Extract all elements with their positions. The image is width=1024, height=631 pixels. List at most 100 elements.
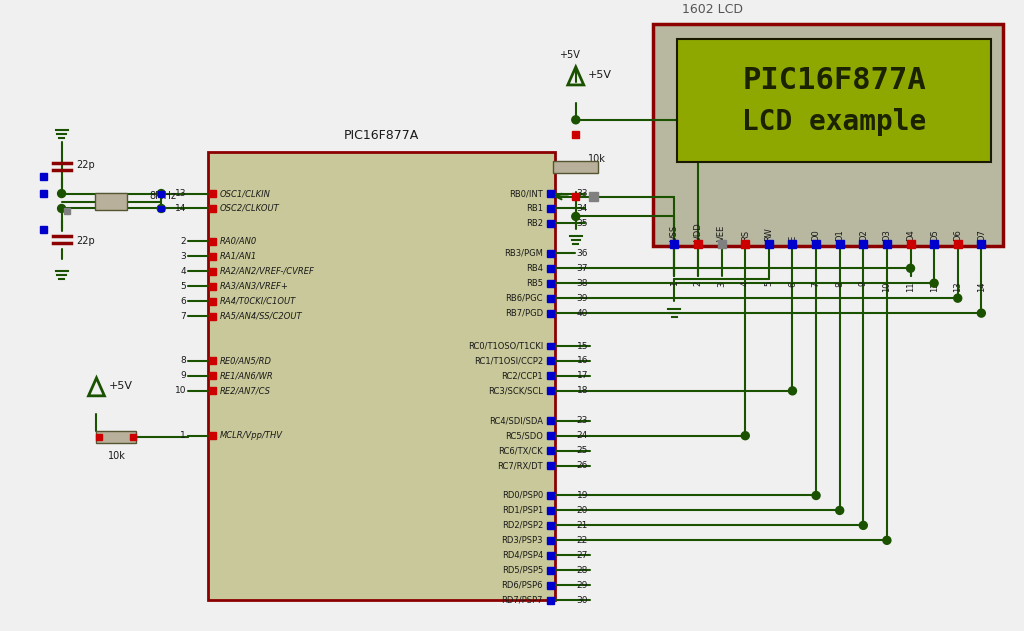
Bar [548,190,554,197]
Text: 1: 1 [670,281,679,286]
Text: D4: D4 [906,230,915,242]
Text: RS: RS [740,230,750,242]
Text: 13: 13 [953,281,963,292]
Bar [209,190,215,197]
Bar [548,537,554,544]
Bar [953,240,962,249]
Text: RD2/PSP2: RD2/PSP2 [502,521,543,530]
Text: 26: 26 [577,461,588,470]
Text: RB6/PGC: RB6/PGC [506,293,543,303]
Text: RE2/AN7/CS: RE2/AN7/CS [220,386,271,396]
Text: D3: D3 [883,230,892,242]
Text: RA4/T0CKI/C1OUT: RA4/T0CKI/C1OUT [220,297,296,305]
Bar [40,190,47,197]
Bar [96,433,102,440]
Text: RC0/T1OSO/T1CKI: RC0/T1OSO/T1CKI [468,341,543,350]
Bar [209,372,215,379]
Text: 29: 29 [577,581,588,589]
Text: 14: 14 [977,281,986,292]
Text: VEE: VEE [717,225,726,242]
Text: 22: 22 [577,536,588,545]
Text: 10k: 10k [588,154,605,163]
Bar [548,343,554,350]
Text: RW: RW [764,228,773,242]
Text: RB4: RB4 [526,264,543,273]
Text: RC5/SDO: RC5/SDO [505,431,543,440]
Text: RD0/PSP0: RD0/PSP0 [502,491,543,500]
Text: 25: 25 [577,446,588,455]
Bar [95,192,127,211]
Text: 6: 6 [788,281,797,286]
Bar [548,250,554,257]
Bar [548,372,554,379]
Bar [209,298,215,305]
Text: 34: 34 [577,204,588,213]
Bar [548,551,554,559]
Bar [741,240,750,249]
Bar [788,240,797,249]
Circle shape [571,116,580,124]
Bar [548,492,554,499]
Bar [836,240,844,249]
Text: RD1/PSP1: RD1/PSP1 [502,506,543,515]
Bar [159,191,164,196]
Bar [548,265,554,272]
Bar [130,433,136,440]
Text: RA2/AN2/VREF-/CVREF: RA2/AN2/VREF-/CVREF [220,267,315,276]
Text: 22p: 22p [77,237,95,246]
Bar [159,206,164,211]
Text: RC2/CCP1: RC2/CCP1 [502,372,543,380]
Text: 30: 30 [577,596,588,604]
Text: 1602 LCD: 1602 LCD [682,3,743,16]
Text: 10: 10 [883,281,892,292]
Bar [548,567,554,574]
Text: 16: 16 [577,357,588,365]
Text: VDD: VDD [693,223,702,242]
Bar [548,522,554,529]
Text: 19: 19 [577,491,588,500]
Bar [548,387,554,394]
Circle shape [859,521,867,529]
Bar [671,240,679,249]
Circle shape [741,432,750,440]
Bar [859,240,867,249]
Text: RC1/T1OSI/CCP2: RC1/T1OSI/CCP2 [474,357,543,365]
Text: 35: 35 [577,219,588,228]
Text: 4: 4 [180,267,186,276]
Text: RD5/PSP5: RD5/PSP5 [502,566,543,575]
Bar [548,417,554,424]
Text: RD7/PSP7: RD7/PSP7 [502,596,543,604]
Text: RD3/PSP3: RD3/PSP3 [502,536,543,545]
Bar [40,226,47,233]
Text: 12: 12 [930,281,939,292]
Text: 6: 6 [180,297,186,305]
Text: 10: 10 [175,386,186,396]
Text: RC3/SCK/SCL: RC3/SCK/SCL [488,386,543,396]
Text: OSC2/CLKOUT: OSC2/CLKOUT [220,204,280,213]
Text: PIC16F877A: PIC16F877A [742,66,927,95]
Text: RD6/PSP6: RD6/PSP6 [502,581,543,589]
Circle shape [836,507,844,514]
Text: RA5/AN4/SS/C2OUT: RA5/AN4/SS/C2OUT [220,312,303,321]
Bar [209,312,215,319]
Text: D5: D5 [930,230,939,242]
Text: 2: 2 [180,237,186,246]
Text: RB0/INT: RB0/INT [509,189,543,198]
Bar [209,205,215,212]
Bar [572,193,580,200]
Bar [63,208,70,215]
Bar [548,310,554,317]
Text: 1: 1 [180,431,186,440]
Text: 36: 36 [577,249,588,258]
Bar [589,192,598,201]
Circle shape [812,492,820,500]
Bar [548,597,554,604]
Bar [209,268,215,274]
Bar [718,240,726,249]
Text: +5V: +5V [559,50,581,60]
Text: 10k: 10k [108,451,125,461]
Text: 14: 14 [175,204,186,213]
Text: 7: 7 [812,281,820,286]
Bar [694,240,702,249]
Text: RB1: RB1 [526,204,543,213]
